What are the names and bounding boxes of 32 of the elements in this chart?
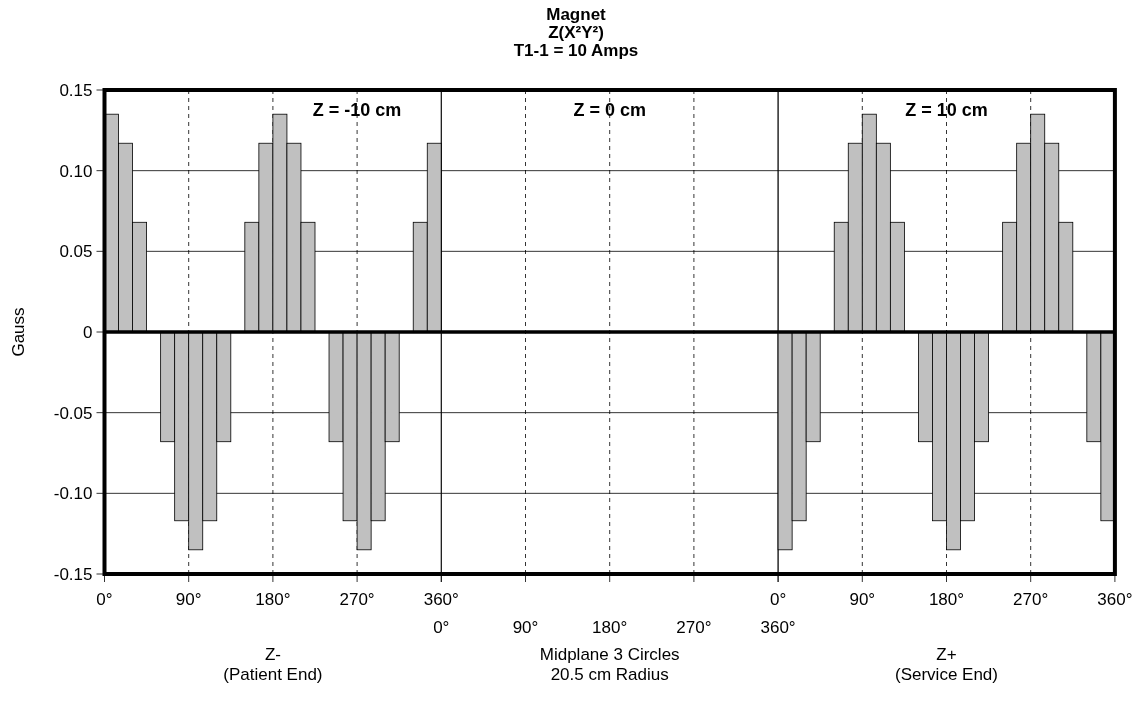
y-tick-label: -0.15 xyxy=(53,565,93,584)
y-tick-label: 0.10 xyxy=(59,161,93,181)
x-axis-title: Z- (Patient End) xyxy=(223,645,323,684)
x-tick-label: 360° xyxy=(1097,590,1133,609)
text: Z(X²Y²) xyxy=(548,23,604,42)
y-tick-label: 0.05 xyxy=(59,242,93,262)
text: T1-1 = 10 Amps xyxy=(513,41,639,60)
x-tick-label: 90° xyxy=(175,590,202,609)
x-axis-title: Midplane 3 Circles 20.5 cm Radius xyxy=(539,645,680,684)
text: Z = 0 cm xyxy=(573,100,646,120)
y-tick-label: -0.05 xyxy=(53,403,93,423)
x-tick-label: 180° xyxy=(592,618,628,637)
x-tick-label: 90° xyxy=(849,590,876,609)
x-tick-label: 270° xyxy=(676,618,712,637)
y-tick-label: -0.10 xyxy=(53,484,93,504)
text: Magnet xyxy=(546,5,607,24)
x-tick-label: 360° xyxy=(423,590,459,609)
text: Z = -10 cm xyxy=(312,100,402,120)
x-tick-label: 0° xyxy=(433,618,450,637)
y-tick-label: 0 xyxy=(83,323,93,342)
x-tick-label: 270° xyxy=(1013,590,1049,609)
x-tick-label: 90° xyxy=(512,618,539,637)
text: Z = 10 cm xyxy=(905,100,988,120)
x-tick-label: 180° xyxy=(928,590,965,609)
y-axis-title: Gauss xyxy=(9,307,28,357)
x-tick-label: 270° xyxy=(339,590,375,609)
x-tick-label: 0° xyxy=(769,590,787,609)
y-tick-label: 0.15 xyxy=(59,81,93,100)
x-axis-title: Z+ (Service End) xyxy=(895,645,998,684)
x-tick-label: 0° xyxy=(96,590,113,609)
x-tick-label: 360° xyxy=(760,618,796,637)
x-tick-label: 180° xyxy=(255,590,291,609)
